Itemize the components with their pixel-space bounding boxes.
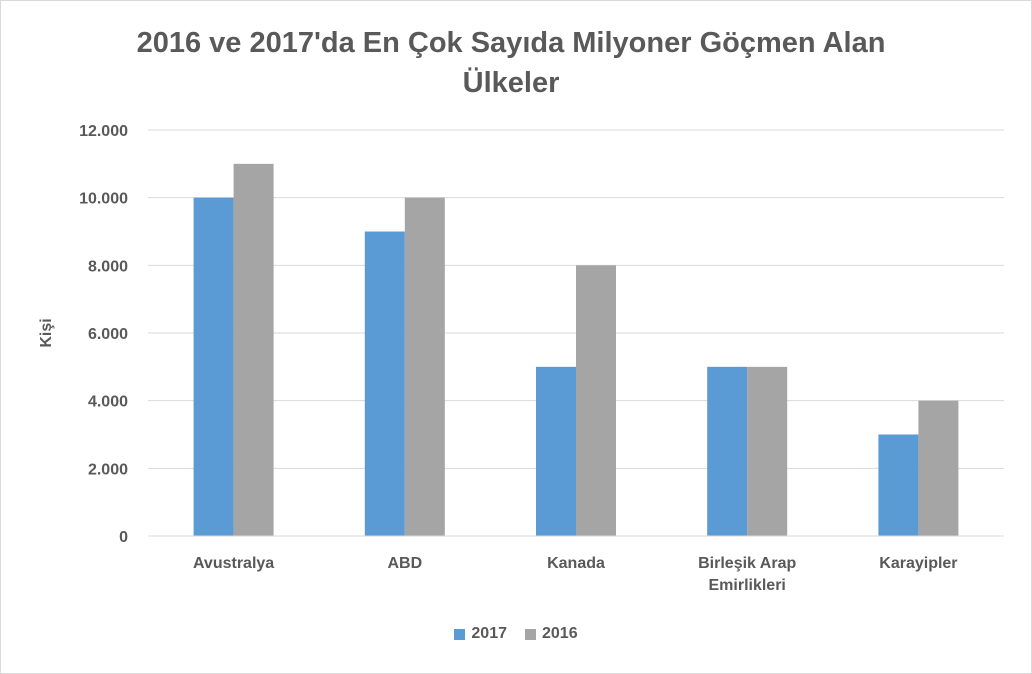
bar-2017-1 — [364, 231, 405, 536]
legend-item: 2017 — [454, 625, 507, 643]
legend-label: 2016 — [542, 625, 578, 642]
x-tick-label: Karayipler — [879, 555, 957, 572]
bar-2016-1 — [404, 197, 445, 536]
legend-item: 2016 — [525, 625, 578, 643]
y-tick-label: 12.000 — [79, 123, 128, 140]
y-axis-title: Kişi — [38, 318, 55, 347]
bar-2016-2 — [576, 265, 616, 536]
y-tick-label: 10.000 — [79, 191, 128, 208]
bar-2016-3 — [747, 366, 788, 536]
bar-2017-4 — [878, 434, 919, 536]
bar-2017-0 — [193, 197, 234, 536]
bar-2017-2 — [536, 366, 576, 536]
bar-2016-4 — [918, 400, 959, 536]
legend-swatch — [525, 628, 536, 640]
legend-label: 2017 — [471, 625, 507, 642]
bar-2017-3 — [707, 366, 748, 536]
x-tick-label: Birleşik Arap Emirlikleri — [698, 555, 796, 594]
y-tick-label: 2.000 — [88, 461, 128, 478]
chart-title: 2016 ve 2017'da En Çok Sayıda Milyoner G… — [136, 27, 886, 99]
y-tick-label: 0 — [119, 529, 128, 546]
y-tick-label: 8.000 — [88, 258, 128, 275]
legend-swatch — [454, 628, 466, 640]
chart-legend: 2017 2016 — [1, 625, 1031, 643]
bar-2016-0 — [233, 163, 274, 537]
y-tick-label: 4.000 — [88, 394, 128, 411]
x-tick-label: ABD — [387, 555, 422, 572]
y-tick-label: 6.000 — [88, 326, 128, 343]
x-tick-label: Kanada — [547, 555, 605, 572]
x-tick-label: Avustralya — [193, 555, 274, 572]
